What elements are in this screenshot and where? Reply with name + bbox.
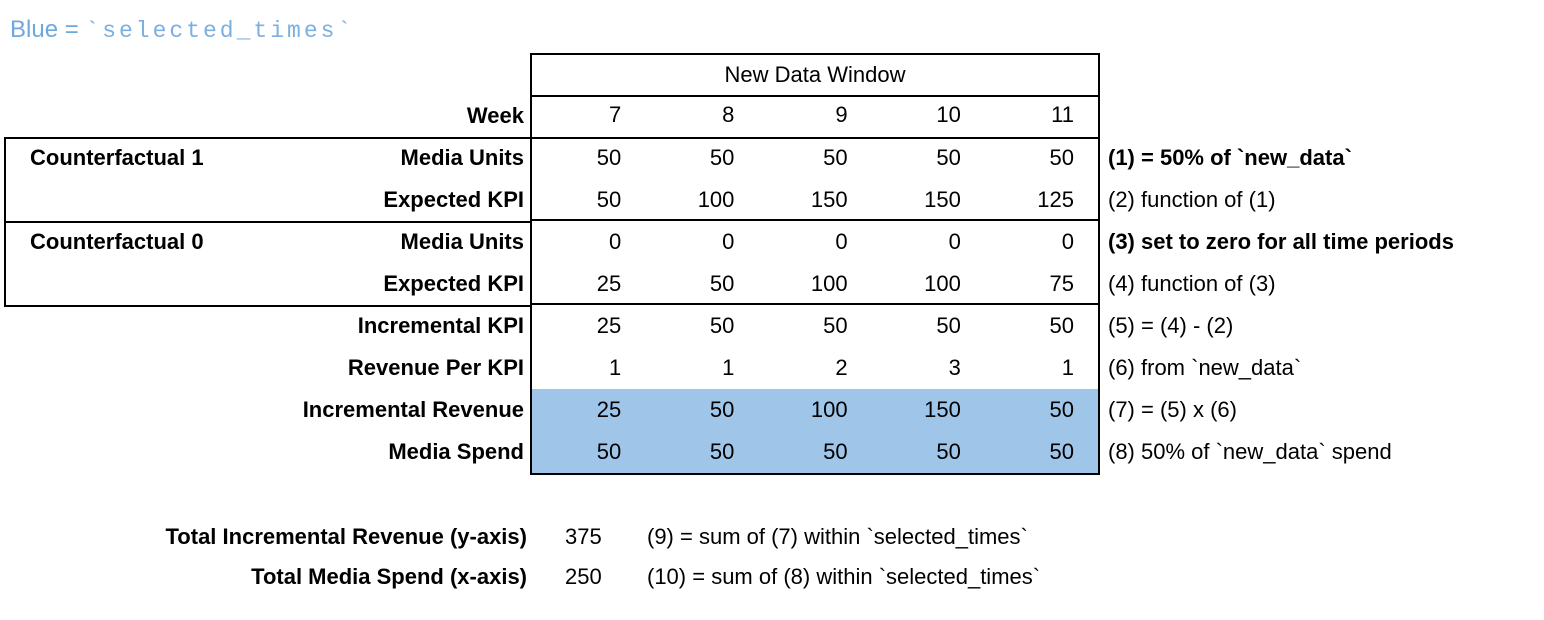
total-label: Total Media Spend (x-axis) bbox=[251, 564, 527, 589]
value-cell: 0 bbox=[948, 229, 961, 254]
value-cell: 100 bbox=[810, 397, 848, 422]
value-cell: 150 bbox=[810, 187, 848, 212]
value-cell: 50 bbox=[709, 397, 735, 422]
row-annotation: (1) = 50% of `new_data` bbox=[1108, 145, 1352, 170]
data-grid: 50 50 50 50 50 50 100 150 150 125 0 0 0 0 0 25 50 100 100 7… bbox=[530, 137, 1100, 475]
value-cell: 0 bbox=[608, 229, 622, 254]
row-annotation: (7) = (5) x (6) bbox=[1108, 397, 1237, 422]
annotations-column: (1) = 50% of `new_data` (2) function of (… bbox=[1108, 137, 1538, 473]
value-cell: 50 bbox=[936, 145, 961, 170]
value-cell: 25 bbox=[596, 271, 622, 296]
row-labels-column: Media Units Expected KPI Media Units Expect… bbox=[0, 137, 524, 473]
value-cell: 50 bbox=[823, 439, 848, 464]
table-row: 50 50 50 50 50 bbox=[532, 431, 1098, 473]
total-value: 375 bbox=[565, 524, 602, 549]
week-number-cell: 8 bbox=[722, 102, 735, 127]
row-label: Revenue Per KPI bbox=[347, 355, 524, 380]
value-cell: 0 bbox=[835, 229, 848, 254]
value-cell: 0 bbox=[1061, 229, 1075, 254]
value-cell: 0 bbox=[722, 229, 735, 254]
row-label: Media Units bbox=[400, 145, 524, 170]
value-cell: 50 bbox=[709, 439, 735, 464]
new-data-window-header: New Data Window bbox=[530, 53, 1100, 97]
row-label: Expected KPI bbox=[383, 271, 524, 296]
week-number-cell: 11 bbox=[1051, 102, 1075, 127]
value-cell: 150 bbox=[924, 397, 961, 422]
total-value: 250 bbox=[565, 564, 602, 589]
table-row: 0 0 0 0 0 bbox=[532, 221, 1098, 263]
value-cell: 100 bbox=[810, 271, 848, 296]
row-annotation: (4) function of (3) bbox=[1108, 271, 1276, 296]
row-label: Expected KPI bbox=[383, 187, 524, 212]
row-annotation: (6) from `new_data` bbox=[1108, 355, 1302, 380]
blue-legend: Blue = `selected_times` bbox=[10, 16, 354, 44]
value-cell: 25 bbox=[596, 397, 622, 422]
counterfactual-1-label: Counterfactual 1 bbox=[30, 145, 204, 170]
value-cell: 2 bbox=[835, 355, 848, 380]
value-cell: 150 bbox=[924, 187, 961, 212]
value-cell: 50 bbox=[709, 271, 735, 296]
week-number-cell: 10 bbox=[936, 102, 961, 127]
table-row: 1 1 2 3 1 bbox=[532, 347, 1098, 389]
value-cell: 75 bbox=[1049, 271, 1075, 296]
value-cell: 50 bbox=[709, 145, 735, 170]
total-label: Total Incremental Revenue (y-axis) bbox=[165, 524, 528, 549]
value-cell: 50 bbox=[709, 313, 735, 338]
total-annotation: (9) = sum of (7) within `selected_times` bbox=[647, 524, 1028, 549]
value-cell: 1 bbox=[608, 355, 622, 380]
table-row: 25 50 100 150 50 bbox=[532, 389, 1098, 431]
value-cell: 50 bbox=[936, 313, 961, 338]
value-cell: 100 bbox=[697, 187, 735, 212]
value-cell: 1 bbox=[1061, 355, 1075, 380]
table-row: 50 100 150 150 125 bbox=[532, 179, 1098, 221]
row-annotation: (2) function of (1) bbox=[1108, 187, 1276, 212]
week-number-cell: 9 bbox=[835, 102, 848, 127]
row-label: Media Units bbox=[400, 229, 524, 254]
value-cell: 3 bbox=[948, 355, 961, 380]
counterfactual-0-label: Counterfactual 0 bbox=[30, 229, 204, 254]
week-number-row: 7 8 9 10 11 bbox=[530, 95, 1100, 139]
table-row: 25 50 50 50 50 bbox=[532, 305, 1098, 347]
value-cell: 100 bbox=[924, 271, 961, 296]
value-cell: 50 bbox=[1049, 439, 1075, 464]
row-label: Incremental KPI bbox=[357, 313, 524, 338]
row-annotation: (8) 50% of `new_data` spend bbox=[1108, 439, 1392, 464]
row-label: Incremental Revenue bbox=[302, 397, 524, 422]
value-cell: 50 bbox=[596, 439, 622, 464]
row-annotation: (3) set to zero for all time periods bbox=[1108, 229, 1454, 254]
week-row-label: Week bbox=[466, 103, 524, 128]
total-annotation: (10) = sum of (8) within `selected_times… bbox=[647, 564, 1041, 589]
value-cell: 25 bbox=[596, 313, 622, 338]
table-row: 50 50 50 50 50 bbox=[532, 137, 1098, 179]
blue-legend-prefix: Blue = bbox=[10, 16, 86, 43]
new-data-window-title: New Data Window bbox=[724, 62, 906, 87]
value-cell: 50 bbox=[936, 439, 961, 464]
value-cell: 1 bbox=[722, 355, 735, 380]
value-cell: 50 bbox=[596, 145, 622, 170]
value-cell: 50 bbox=[1049, 397, 1075, 422]
table-row: 25 50 100 100 75 bbox=[532, 263, 1098, 305]
value-cell: 50 bbox=[1049, 313, 1075, 338]
week-number-cell: 7 bbox=[608, 102, 622, 127]
row-label: Media Spend bbox=[388, 439, 524, 464]
value-cell: 50 bbox=[1049, 145, 1075, 170]
value-cell: 50 bbox=[823, 313, 848, 338]
selected-times-code: `selected_times` bbox=[85, 18, 355, 44]
row-annotation: (5) = (4) - (2) bbox=[1108, 313, 1234, 338]
value-cell: 50 bbox=[823, 145, 848, 170]
value-cell: 125 bbox=[1037, 187, 1075, 212]
value-cell: 50 bbox=[596, 187, 622, 212]
